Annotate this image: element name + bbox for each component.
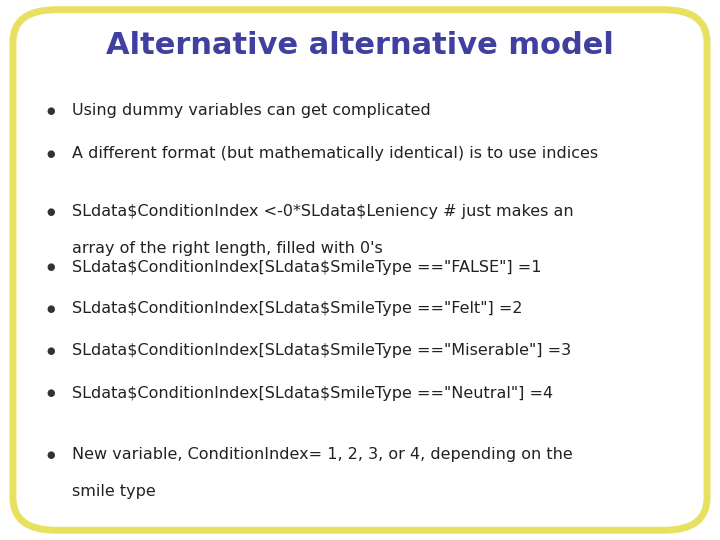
Text: SLdata\$ConditionIndex <-0*SLdata\$Leniency # just makes an: SLdata\$ConditionIndex <-0*SLdata\$Lenie… [72,204,574,219]
Text: ●: ● [46,262,55,272]
Text: array of the right length, filled with 0's: array of the right length, filled with 0… [72,241,383,256]
Text: SLdata\$ConditionIndex[SLdata\$SmileType =="FALSE"] =1: SLdata\$ConditionIndex[SLdata\$SmileType… [72,260,541,275]
Text: ●: ● [46,450,55,460]
Text: ●: ● [46,304,55,314]
Text: New variable, ConditionIndex= 1, 2, 3, or 4, depending on the: New variable, ConditionIndex= 1, 2, 3, o… [72,447,572,462]
Text: SLdata\$ConditionIndex[SLdata\$SmileType =="Miserable"] =3: SLdata\$ConditionIndex[SLdata\$SmileType… [72,343,571,359]
Text: ●: ● [46,149,55,159]
Text: SLdata\$ConditionIndex[SLdata\$SmileType =="Neutral"] =4: SLdata\$ConditionIndex[SLdata\$SmileType… [72,386,553,401]
Text: A different format (but mathematically identical) is to use indices: A different format (but mathematically i… [72,146,598,161]
Text: smile type: smile type [72,484,156,499]
FancyBboxPatch shape [13,10,707,530]
Text: SLdata\$ConditionIndex[SLdata\$SmileType =="Felt"] =2: SLdata\$ConditionIndex[SLdata\$SmileType… [72,301,523,316]
Text: ●: ● [46,346,55,356]
Text: ●: ● [46,106,55,116]
Text: Using dummy variables can get complicated: Using dummy variables can get complicate… [72,103,431,118]
Text: Alternative alternative model: Alternative alternative model [106,31,614,60]
Text: ●: ● [46,388,55,398]
Text: ●: ● [46,207,55,217]
